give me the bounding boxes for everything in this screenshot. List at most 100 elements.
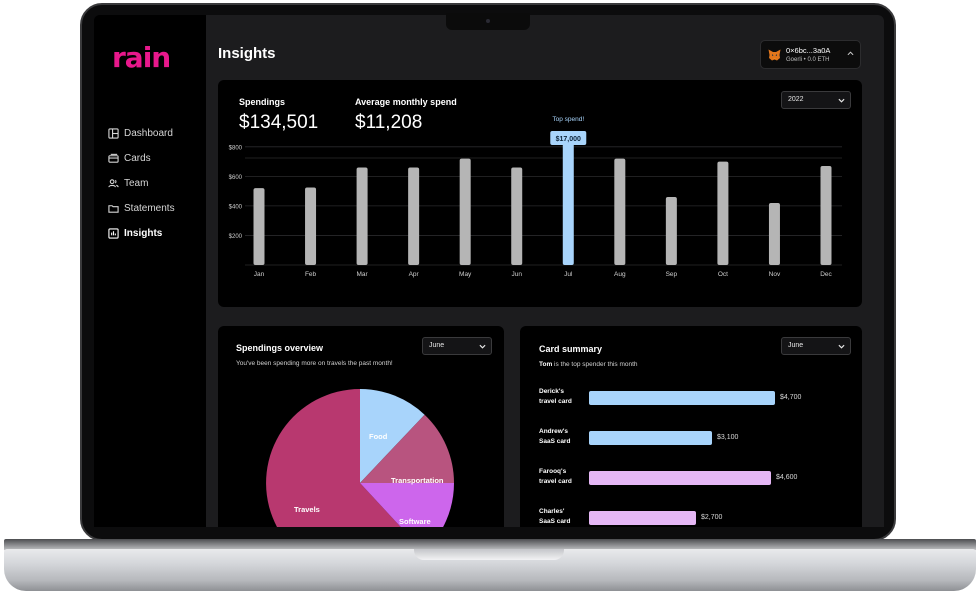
bar-mar — [356, 167, 368, 265]
rain-logo[interactable]: rain — [112, 41, 171, 74]
bar-jun — [511, 167, 523, 265]
top-spender-name: Tom — [539, 361, 553, 368]
year-select[interactable]: 2022 — [781, 91, 851, 109]
sidebar-item-label: Statements — [124, 203, 175, 214]
spendings-overview-subtitle: You've been spending more on travels the… — [236, 360, 393, 367]
card-name-label: Andrew's SaaS card — [539, 427, 570, 447]
bar-dec — [820, 166, 832, 265]
bar-jul — [562, 139, 574, 265]
card-spend-bar — [589, 511, 696, 525]
card-owner: Farooq's — [539, 468, 567, 475]
pie-label-transportation: Transportation — [391, 476, 444, 485]
wallet-selector[interactable]: 0×6bc...3a0A Goerli • 0.0 ETH — [760, 40, 861, 69]
x-tick-label: Feb — [305, 271, 317, 278]
metamask-fox-icon — [768, 49, 781, 61]
top-spender-text: is the top spender this month — [552, 361, 638, 368]
camera-notch — [446, 13, 530, 30]
chevron-up-icon — [847, 51, 854, 56]
month-select-value: June — [788, 342, 804, 349]
sidebar-item-label: Dashboard — [124, 128, 173, 139]
month-select[interactable]: June — [422, 337, 492, 355]
bar-jan — [253, 188, 265, 265]
top-spend-value: $17,000 — [556, 136, 581, 143]
pie-label-travels: Travels — [294, 505, 320, 514]
x-tick-label: Mar — [356, 271, 368, 278]
app-screen: rain Dashboard Cards Team Statements — [94, 15, 884, 527]
card-spend-bar — [589, 431, 712, 445]
card-owner: Charles' — [539, 508, 565, 515]
monthly-spend-card: Spendings $134,501 Average monthly spend… — [218, 80, 862, 307]
y-tick-label: $800 — [229, 145, 243, 151]
card-name-label: Derick's travel card — [539, 387, 572, 407]
sidebar-item-label: Cards — [124, 153, 151, 164]
chevron-down-icon — [479, 344, 486, 349]
bar-apr — [408, 167, 420, 265]
card-type: travel card — [539, 398, 572, 405]
month-select[interactable]: June — [781, 337, 851, 355]
year-select-value: 2022 — [788, 96, 804, 103]
top-spend-label: Top spend! — [552, 116, 584, 123]
pie-label-software: Software — [399, 517, 431, 526]
sidebar-item-label: Team — [124, 178, 149, 189]
bar-may — [459, 158, 471, 265]
pie-slice-food — [360, 389, 425, 483]
sidebar-item-team[interactable]: Team — [108, 171, 175, 196]
bar-aug — [614, 158, 626, 265]
card-spend-value: $2,700 — [701, 514, 723, 521]
avg-spend-label: Average monthly spend — [355, 97, 457, 107]
pie-label-food: Food — [369, 432, 388, 441]
sidebar-item-insights[interactable]: Insights — [108, 221, 175, 246]
page-title: Insights — [218, 45, 276, 62]
spendings-label: Spendings — [239, 97, 286, 107]
camera-icon — [486, 19, 490, 23]
wallet-network: Goerli • 0.0 ETH — [786, 57, 830, 63]
monthly-spend-chart: $200 $400 $600 $800 Jan Feb Mar Apr May Jun Jul Top… — [229, 116, 842, 278]
sidebar: rain Dashboard Cards Team Statements — [94, 15, 206, 527]
y-tick-label: $200 — [229, 234, 243, 240]
card-spend-value: $4,600 — [776, 474, 798, 481]
card-summary-card: Card summary Tom is the top spender this… — [520, 326, 862, 527]
card-summary-subtitle: Tom is the top spender this month — [539, 361, 638, 368]
x-tick-label: Apr — [409, 271, 420, 278]
pie-slice-travels — [266, 389, 401, 527]
x-tick-label: Oct — [718, 271, 728, 278]
chevron-down-icon — [838, 344, 845, 349]
card-icon — [108, 153, 119, 163]
card-spend-value: $4,700 — [780, 394, 802, 401]
folder-icon — [108, 205, 119, 213]
bar-oct — [717, 161, 729, 265]
card-name-label: Farooq's travel card — [539, 467, 572, 487]
card-name-label: Charles' SaaS card — [539, 507, 570, 527]
x-tick-label: Jun — [511, 271, 522, 278]
dashboard-icon — [108, 128, 119, 139]
pie-slice-transportation — [360, 414, 454, 483]
card-owner: Andrew's — [539, 428, 568, 435]
y-tick-label: $400 — [229, 204, 243, 210]
bar-sep — [665, 197, 677, 265]
card-summary-title: Card summary — [539, 344, 603, 354]
card-owner: Derick's — [539, 388, 565, 395]
wallet-address: 0×6bc...3a0A — [786, 46, 831, 55]
card-spend-bar — [589, 391, 775, 405]
top-spend-badge — [550, 131, 587, 145]
x-tick-label: Sep — [666, 271, 678, 278]
pie-slice-software — [360, 483, 455, 527]
main-content: Insights 0×6bc...3a0A Goerli • 0.0 ETH S… — [206, 15, 884, 527]
card-type: SaaS card — [539, 438, 571, 445]
x-tick-label: Dec — [820, 271, 832, 278]
card-spend-bar — [589, 471, 771, 485]
x-tick-label: Aug — [614, 271, 626, 278]
spendings-overview-title: Spendings overview — [236, 343, 324, 353]
chevron-down-icon — [838, 98, 845, 103]
sidebar-item-cards[interactable]: Cards — [108, 146, 175, 171]
spendings-pie-chart: Travels Food Transportation Software — [266, 389, 455, 527]
spendings-overview-card: Spendings overview You've been spending … — [218, 326, 504, 527]
y-tick-label: $600 — [229, 175, 243, 181]
card-type: travel card — [539, 478, 572, 485]
x-tick-label: Nov — [769, 271, 781, 278]
month-select-value: June — [429, 342, 445, 349]
bar-feb — [305, 187, 317, 265]
sidebar-item-dashboard[interactable]: Dashboard — [108, 121, 175, 146]
sidebar-item-statements[interactable]: Statements — [108, 196, 175, 221]
